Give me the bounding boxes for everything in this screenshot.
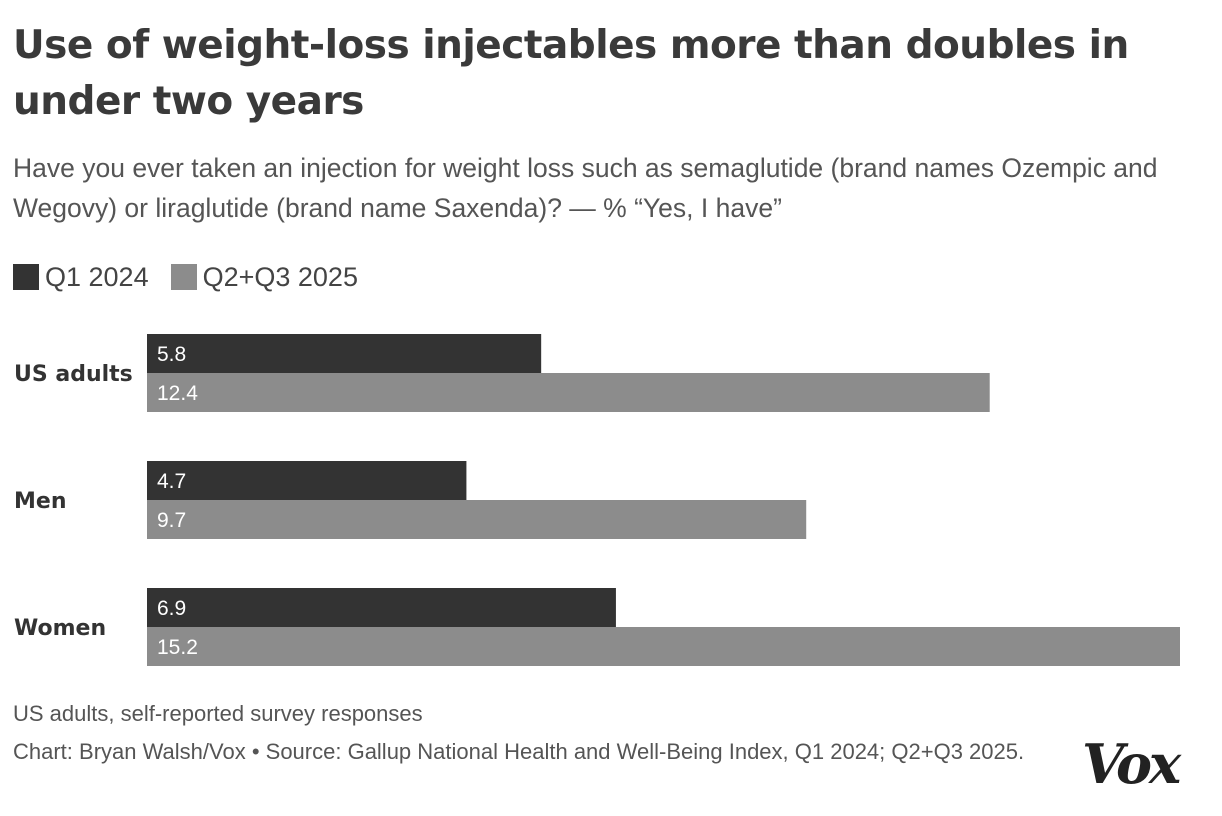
chart-note: US adults, self-reported survey response… bbox=[13, 701, 423, 726]
category-label-us-adults: US adults bbox=[14, 362, 133, 387]
chart-source: Chart: Bryan Walsh/Vox • Source: Gallup … bbox=[13, 739, 1025, 764]
bar-men-q1-2024 bbox=[147, 461, 467, 500]
category-label-women: Women bbox=[14, 616, 106, 641]
bar-women-q1-2024 bbox=[147, 588, 616, 627]
data-label-men-q2-q3-2025: 9.7 bbox=[157, 509, 186, 532]
data-label-women-q1-2024: 6.9 bbox=[157, 597, 186, 620]
bar-us-adults-q2-q3-2025 bbox=[147, 373, 990, 412]
category-label-men: Men bbox=[14, 489, 66, 514]
legend: Q1 2024 Q2+Q3 2025 bbox=[13, 260, 380, 294]
bar-women-q2-q3-2025 bbox=[147, 627, 1180, 666]
bar-us-adults-q1-2024 bbox=[147, 334, 542, 373]
legend-item-q1-2024: Q1 2024 bbox=[13, 262, 149, 293]
legend-label-q2q3-2025: Q2+Q3 2025 bbox=[202, 261, 358, 292]
data-label-us-adults-q1-2024: 5.8 bbox=[157, 343, 186, 366]
chart-subtitle: Have you ever taken an injection for wei… bbox=[13, 153, 1158, 223]
vox-logo: Vox bbox=[1082, 732, 1181, 796]
bar-chart: US adults 5.8 12.4 Men 4.7 9.7 Women 6.9 15.2 bbox=[14, 334, 1180, 666]
chart-title: Use of weight-loss injectables more than… bbox=[13, 23, 1129, 124]
legend-swatch-q2q3-2025 bbox=[170, 264, 197, 290]
data-label-women-q2-q3-2025: 15.2 bbox=[157, 636, 198, 659]
legend-item-q2q3-2025: Q2+Q3 2025 bbox=[170, 261, 358, 293]
legend-swatch-q1-2024 bbox=[13, 264, 39, 290]
legend-label-q1-2024: Q1 2024 bbox=[45, 261, 149, 292]
data-label-us-adults-q2-q3-2025: 12.4 bbox=[157, 382, 198, 405]
data-label-men-q1-2024: 4.7 bbox=[157, 470, 186, 493]
bar-men-q2-q3-2025 bbox=[147, 500, 807, 539]
